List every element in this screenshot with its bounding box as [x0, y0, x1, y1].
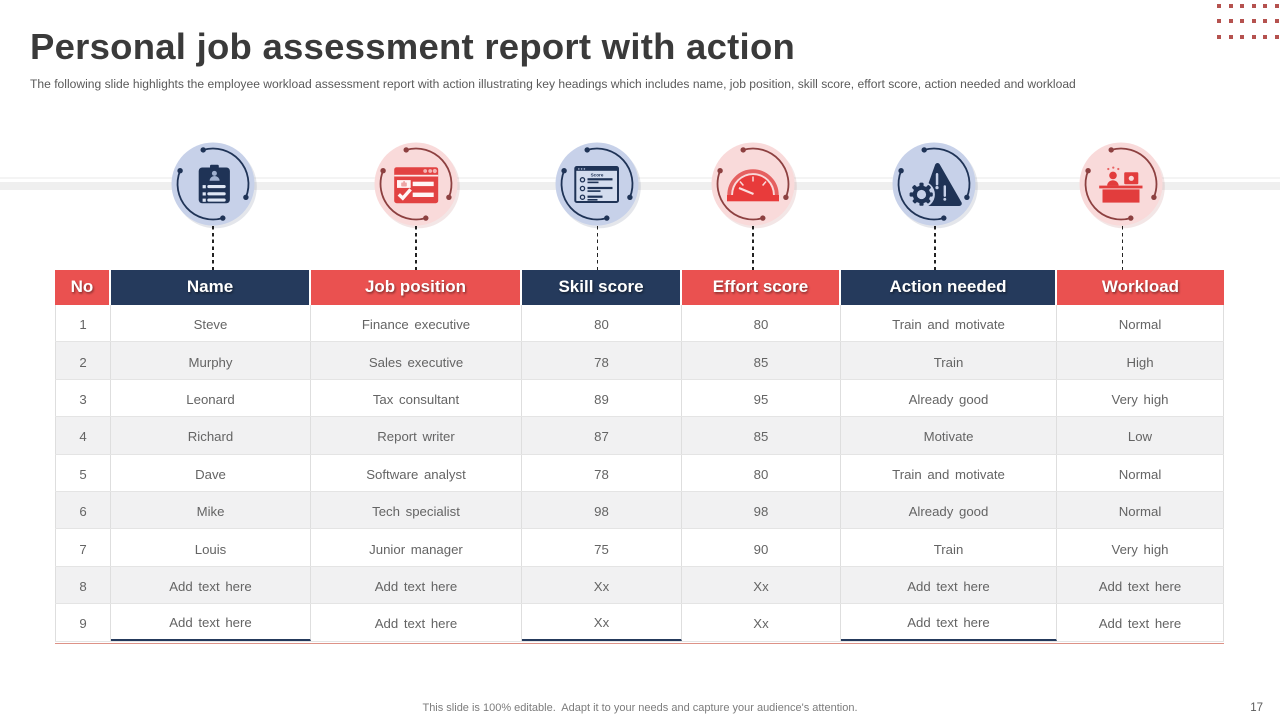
svg-text:Score: Score — [591, 173, 604, 178]
